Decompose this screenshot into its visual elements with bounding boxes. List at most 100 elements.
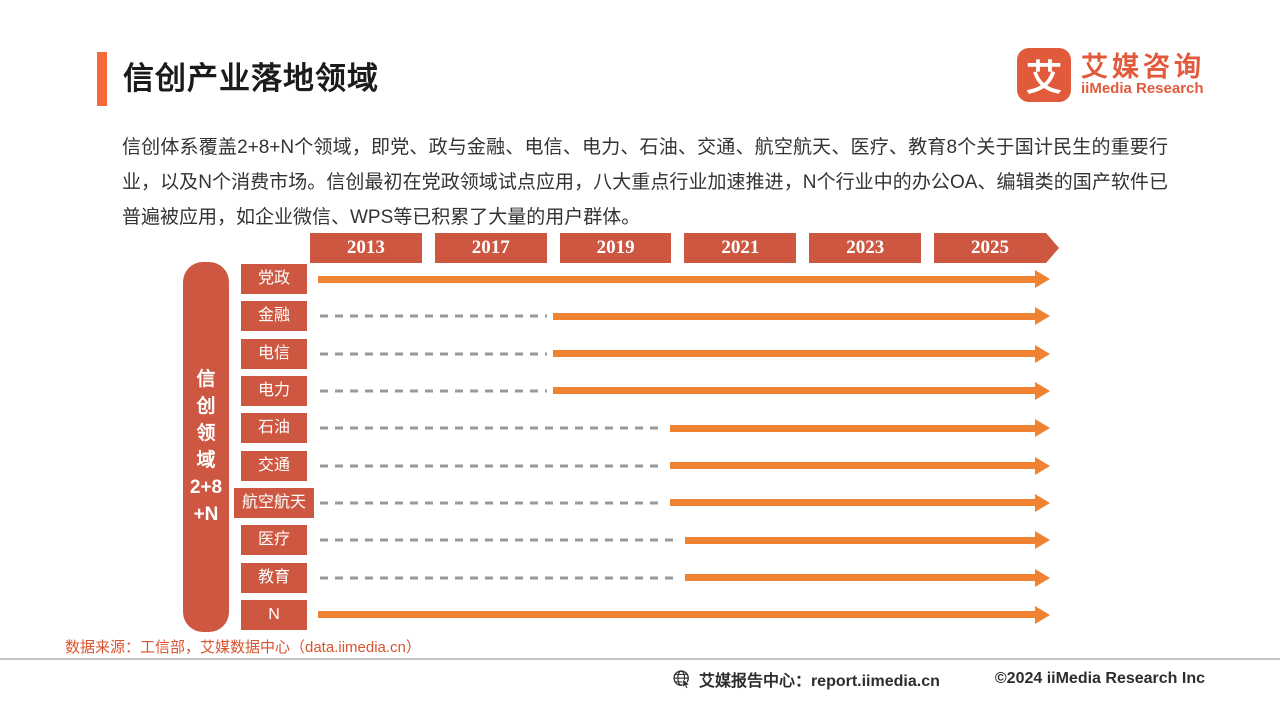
globe-cursor-icon — [673, 670, 691, 689]
dashed-segment — [320, 501, 665, 505]
row-label: 电力 — [241, 375, 307, 406]
chart-row: 石油 — [234, 413, 1052, 444]
page-title: 信创产业落地领域 — [123, 61, 379, 96]
year-box: 2021 — [684, 233, 797, 263]
dashed-segment — [320, 576, 679, 580]
arrow-segment — [670, 451, 1050, 481]
report-center-text: 艾媒报告中心：report.iimedia.cn — [698, 673, 940, 690]
row-track — [318, 339, 1052, 369]
arrow-head-icon — [1035, 419, 1050, 438]
footer-divider — [0, 658, 1280, 660]
data-source: 数据来源：工信部，艾媒数据中心（data.iimedia.cn） — [65, 639, 421, 656]
chart-row: 航空航天 — [234, 487, 1052, 518]
timeline-chart: 2013 2017 2019 2021 2023 2025 信创领域 2+8 +N 党政 金融电… — [183, 233, 1059, 632]
arrow-head-icon — [1035, 307, 1050, 326]
arrow-head-icon — [1035, 605, 1050, 624]
row-track — [318, 525, 1052, 555]
chart-row: 医疗 — [234, 525, 1052, 556]
year-box: 2019 — [559, 233, 672, 263]
arrow-head-icon — [1035, 568, 1050, 587]
row-label-cell: 航空航天 — [234, 487, 315, 518]
brand-name-cn: 艾媒咨询 — [1081, 51, 1205, 82]
row-track — [318, 301, 1052, 331]
arrow-bar — [670, 499, 1035, 507]
row-label: 教育 — [241, 562, 307, 593]
dashed-segment — [320, 314, 547, 318]
chart-row: 电力 — [234, 375, 1052, 406]
axis-label-line: 2+8 — [189, 477, 223, 498]
arrow-segment — [685, 525, 1050, 555]
chart-row: 党政 — [234, 264, 1052, 294]
row-label-cell: 医疗 — [234, 525, 314, 556]
row-label: N — [241, 599, 307, 630]
arrow-segment — [552, 376, 1050, 406]
arrow-segment — [670, 488, 1050, 518]
arrow-segment — [552, 301, 1050, 331]
row-label: 医疗 — [241, 525, 307, 556]
year-box: 2017 — [434, 233, 547, 263]
row-track — [318, 264, 1052, 294]
dashed-segment — [320, 426, 665, 430]
brand-logo: 艾 艾媒咨询 iiMedia Research — [1017, 48, 1205, 102]
arrow-head-icon — [1035, 270, 1050, 288]
arrow-bar — [685, 574, 1035, 582]
arrow-segment — [670, 413, 1050, 443]
dashed-segment — [320, 538, 679, 542]
arrow-bar — [552, 387, 1035, 395]
arrow-segment — [685, 563, 1050, 593]
row-label: 航空航天 — [234, 487, 315, 518]
arrow-head-icon — [1035, 493, 1050, 512]
arrow-bar — [552, 312, 1035, 320]
axis-label-line: +N — [193, 504, 219, 525]
axis-label-line: 信 — [196, 369, 216, 390]
row-label: 电信 — [241, 338, 307, 369]
year-box: 2023 — [809, 233, 922, 263]
arrow-head-icon — [1035, 344, 1050, 363]
copyright-text: ©2024 iiMedia Research Inc — [994, 670, 1205, 687]
arrow-segment — [318, 600, 1050, 630]
row-label-cell: N — [234, 599, 314, 630]
row-label-cell: 石油 — [234, 413, 314, 444]
dashed-segment — [320, 352, 547, 356]
row-label-cell: 金融 — [234, 301, 314, 332]
chart-rows: 党政金融电信电力石油交通航空航天医疗教育 N — [234, 262, 1052, 632]
row-label: 交通 — [241, 450, 307, 481]
dashed-segment — [320, 389, 547, 393]
axis-label-line: 域 — [196, 450, 216, 471]
brand-name-en: iiMedia Research — [1081, 80, 1204, 98]
arrow-bar — [552, 350, 1035, 358]
row-track — [318, 563, 1052, 593]
row-label: 金融 — [241, 301, 307, 332]
row-label-cell: 电信 — [234, 338, 314, 369]
dashed-segment — [320, 464, 665, 468]
axis-label: 信创领域 2+8 +N — [190, 366, 222, 528]
chart-row: 交通 — [234, 450, 1052, 481]
row-label: 党政 — [241, 264, 307, 294]
brand-logo-icon: 艾 — [1017, 48, 1071, 102]
arrow-bar — [685, 536, 1035, 544]
arrow-head-icon — [1035, 456, 1050, 475]
row-track — [318, 451, 1052, 481]
axis-label-line: 领 — [196, 423, 216, 444]
chart-row: 教育 — [234, 562, 1052, 593]
brand-logo-text: 艾媒咨询 iiMedia Research — [1081, 53, 1205, 97]
arrow-segment — [552, 339, 1050, 369]
chart-row: N — [234, 599, 1052, 630]
intro-paragraph: 信创体系覆盖2+8+N个领域，即党、政与金融、电信、电力、石油、交通、航空航天、… — [122, 137, 1168, 228]
chart-row: 电信 — [234, 338, 1052, 369]
arrow-segment — [318, 264, 1050, 294]
arrow-bar — [318, 275, 1035, 283]
report-center: 艾媒报告中心：report.iimedia.cn — [672, 667, 940, 691]
timeline-years: 2013 2017 2019 2021 2023 2025 — [310, 233, 1059, 263]
year-box: 2013 — [310, 233, 422, 263]
axis-label-line: 创 — [196, 396, 216, 417]
page-footer: 艾媒报告中心：report.iimedia.cn ©2024 iiMedia R… — [0, 667, 1205, 691]
row-label: 石油 — [241, 413, 307, 444]
arrow-head-icon — [1035, 381, 1050, 400]
axis-bar: 信创领域 2+8 +N — [183, 262, 229, 632]
chart-row: 金融 — [234, 301, 1052, 332]
row-label-cell: 交通 — [234, 450, 314, 481]
row-track — [318, 376, 1052, 406]
arrow-bar — [318, 611, 1035, 619]
